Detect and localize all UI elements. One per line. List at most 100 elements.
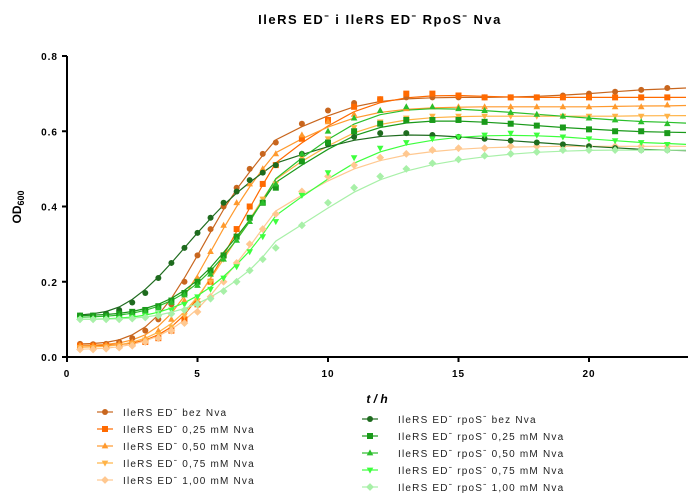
legend-label: IleRS EDˉ 0,75 mM Nva xyxy=(123,459,255,470)
x-tick-label: 10 xyxy=(321,369,334,380)
data-point xyxy=(507,103,514,110)
data-point xyxy=(233,226,240,233)
data-point xyxy=(298,131,306,138)
data-point xyxy=(207,267,214,274)
data-point xyxy=(454,144,463,153)
fit-curve xyxy=(79,104,687,347)
legend-item: IleRS EDˉ bez Nva xyxy=(97,408,227,419)
data-point xyxy=(481,106,488,113)
data-point xyxy=(207,248,214,255)
data-point xyxy=(325,139,331,146)
data-point xyxy=(376,153,385,162)
fit-curve xyxy=(79,108,687,318)
data-point xyxy=(193,300,202,309)
data-point xyxy=(246,180,253,187)
data-point xyxy=(480,151,489,160)
data-point xyxy=(481,113,488,120)
data-point xyxy=(102,344,111,353)
data-point xyxy=(298,158,305,165)
legend-label: IleRS EDˉ 0,50 mM Nva xyxy=(123,442,255,453)
data-point xyxy=(664,142,671,149)
data-point xyxy=(481,135,488,142)
legend-item: IleRS EDˉ rpoSˉ 0,25 mM Nva xyxy=(362,432,564,443)
data-point xyxy=(586,94,592,101)
legend-label: IleRS EDˉ rpoSˉ 0,75 mM Nva xyxy=(398,466,564,477)
data-point xyxy=(481,118,488,125)
data-markers xyxy=(76,84,672,354)
data-point xyxy=(298,135,305,142)
data-point xyxy=(155,304,162,311)
legend-label: IleRS EDˉ rpoSˉ 0,25 mM Nva xyxy=(398,432,564,443)
axes: 0 5 10 15 20 0.0 0.2 0.4 0.6 0.8 xyxy=(41,52,688,380)
data-point xyxy=(637,113,645,120)
series-markers xyxy=(76,103,671,320)
y-tick-label: 0.4 xyxy=(41,203,58,214)
data-point xyxy=(480,144,489,153)
data-point xyxy=(206,294,215,303)
data-point xyxy=(403,90,410,97)
data-point xyxy=(585,136,593,143)
data-point xyxy=(168,259,175,266)
data-point xyxy=(207,286,214,293)
data-point xyxy=(377,130,384,137)
data-point xyxy=(403,130,410,137)
data-point xyxy=(271,210,280,218)
data-point xyxy=(429,90,436,97)
data-point xyxy=(429,113,436,120)
data-point xyxy=(402,164,411,173)
data-point xyxy=(481,132,488,139)
data-point xyxy=(350,125,358,132)
data-point xyxy=(259,180,266,187)
legend-marker xyxy=(101,460,109,467)
data-point xyxy=(350,155,358,162)
y-tick-label: 0.0 xyxy=(41,353,58,364)
data-point xyxy=(559,103,567,110)
data-point xyxy=(220,221,227,228)
legend-label: IleRS EDˉ bez Nva xyxy=(123,408,227,419)
data-point xyxy=(272,150,280,157)
data-point xyxy=(194,281,201,288)
data-point xyxy=(233,264,240,271)
data-point xyxy=(142,290,149,297)
data-point xyxy=(324,170,332,177)
data-point xyxy=(664,94,671,101)
data-point xyxy=(246,177,253,184)
data-point xyxy=(403,103,410,110)
legend-item: IleRS EDˉ rpoSˉ bez Nva xyxy=(362,415,536,426)
data-point xyxy=(585,114,593,121)
chart-title: IleRS EDˉ i IleRS EDˉ RpoSˉ Nva xyxy=(258,12,502,27)
data-point xyxy=(376,172,385,181)
data-point xyxy=(232,259,241,267)
legend-item: IleRS EDˉ 0,25 mM Nva xyxy=(97,425,254,436)
data-point xyxy=(102,315,111,324)
data-point xyxy=(429,136,436,143)
data-point xyxy=(181,301,188,308)
data-point xyxy=(272,219,280,226)
data-point xyxy=(533,139,540,146)
data-point xyxy=(351,128,358,135)
data-point xyxy=(180,319,189,328)
data-point xyxy=(129,299,136,306)
data-point xyxy=(612,88,619,95)
series-markers xyxy=(77,130,671,319)
data-point xyxy=(507,94,514,101)
data-point xyxy=(259,234,267,241)
data-point xyxy=(559,141,566,148)
data-point xyxy=(403,140,410,147)
x-ticks: 0 5 10 15 20 xyxy=(64,357,595,380)
data-point xyxy=(181,313,188,320)
data-point xyxy=(351,133,358,140)
data-point xyxy=(612,128,619,135)
data-point xyxy=(664,120,671,127)
data-point xyxy=(350,110,358,117)
fit-curve xyxy=(79,87,687,345)
data-point xyxy=(207,270,214,277)
data-point xyxy=(272,139,279,146)
data-point xyxy=(259,199,267,206)
y-tick-label: 0.6 xyxy=(41,127,58,138)
data-point xyxy=(272,184,279,191)
data-point xyxy=(585,146,593,154)
data-point xyxy=(298,221,306,230)
data-point xyxy=(245,240,254,249)
